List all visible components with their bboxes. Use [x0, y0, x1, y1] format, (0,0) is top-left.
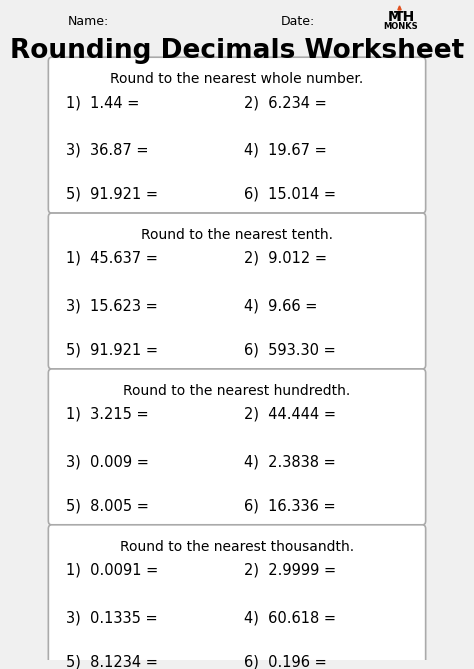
Text: 6)  16.336 =: 6) 16.336 =: [244, 498, 335, 514]
Text: 5)  8.005 =: 5) 8.005 =: [66, 498, 149, 514]
Text: Name:: Name:: [68, 15, 109, 28]
Text: Rounding Decimals Worksheet: Rounding Decimals Worksheet: [10, 38, 464, 64]
Text: 3)  36.87 =: 3) 36.87 =: [66, 142, 149, 157]
Text: Date:: Date:: [280, 15, 315, 28]
Text: 3)  0.1335 =: 3) 0.1335 =: [66, 610, 158, 625]
Text: 6)  593.30 =: 6) 593.30 =: [244, 343, 335, 358]
Polygon shape: [398, 6, 401, 10]
FancyBboxPatch shape: [48, 213, 426, 369]
Text: 4)  19.67 =: 4) 19.67 =: [244, 142, 326, 157]
Text: Round to the nearest hundredth.: Round to the nearest hundredth.: [123, 383, 351, 397]
Text: 6)  0.196 =: 6) 0.196 =: [244, 654, 326, 669]
FancyBboxPatch shape: [48, 524, 426, 669]
Text: 2)  2.9999 =: 2) 2.9999 =: [244, 563, 336, 578]
Text: MONKS: MONKS: [383, 21, 418, 31]
Text: TH: TH: [394, 10, 415, 24]
Text: 1)  45.637 =: 1) 45.637 =: [66, 251, 158, 266]
Text: 2)  6.234 =: 2) 6.234 =: [244, 95, 326, 110]
Text: 5)  91.921 =: 5) 91.921 =: [66, 343, 158, 358]
Text: 3)  0.009 =: 3) 0.009 =: [66, 454, 149, 469]
Text: 6)  15.014 =: 6) 15.014 =: [244, 187, 336, 202]
Text: Round to the nearest tenth.: Round to the nearest tenth.: [141, 227, 333, 242]
Text: 4)  2.3838 =: 4) 2.3838 =: [244, 454, 335, 469]
Text: 4)  9.66 =: 4) 9.66 =: [244, 298, 317, 313]
Text: 2)  9.012 =: 2) 9.012 =: [244, 251, 327, 266]
Text: 3)  15.623 =: 3) 15.623 =: [66, 298, 158, 313]
FancyBboxPatch shape: [48, 58, 426, 213]
Text: 1)  0.0091 =: 1) 0.0091 =: [66, 563, 159, 578]
Text: 1)  3.215 =: 1) 3.215 =: [66, 407, 149, 422]
Text: 5)  91.921 =: 5) 91.921 =: [66, 187, 158, 202]
Text: 4)  60.618 =: 4) 60.618 =: [244, 610, 336, 625]
Text: 5)  8.1234 =: 5) 8.1234 =: [66, 654, 158, 669]
Text: 2)  44.444 =: 2) 44.444 =: [244, 407, 336, 422]
Text: Round to the nearest thousandth.: Round to the nearest thousandth.: [120, 539, 354, 553]
Text: M: M: [388, 10, 401, 24]
FancyBboxPatch shape: [48, 369, 426, 524]
Text: 1)  1.44 =: 1) 1.44 =: [66, 95, 140, 110]
Text: Round to the nearest whole number.: Round to the nearest whole number.: [110, 72, 364, 86]
